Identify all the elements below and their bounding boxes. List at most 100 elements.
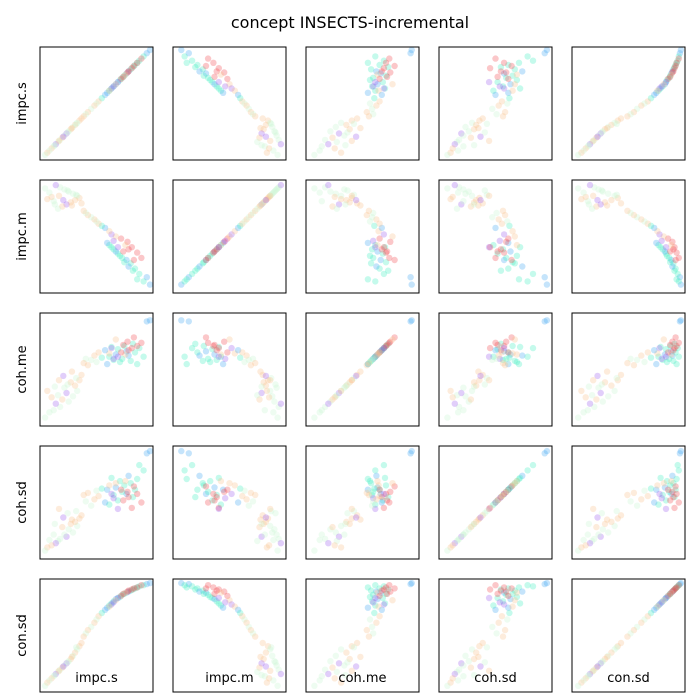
data-point [460, 186, 467, 193]
data-point [377, 490, 384, 498]
data-point [63, 130, 70, 137]
data-point [124, 488, 131, 495]
data-point [594, 514, 601, 521]
data-point [660, 480, 667, 487]
data-point [458, 130, 465, 137]
data-point [373, 619, 380, 626]
data-point [122, 71, 129, 78]
data-point [263, 387, 271, 395]
data-point [146, 317, 154, 324]
data-point [252, 207, 259, 214]
data-point [54, 537, 62, 545]
data-point [578, 679, 585, 686]
data-point [667, 590, 674, 597]
data-point [194, 61, 201, 69]
data-point [130, 585, 138, 592]
data-point [660, 597, 667, 604]
data-point [513, 589, 521, 596]
data-point [379, 346, 386, 353]
data-point [247, 489, 255, 497]
data-point [383, 73, 391, 81]
data-point [101, 347, 109, 354]
data-point [391, 585, 398, 592]
data-point [651, 606, 658, 613]
data-point [125, 68, 132, 75]
data-point [261, 531, 268, 538]
data-point [363, 362, 370, 369]
data-point [183, 59, 190, 66]
data-point [84, 489, 92, 497]
panel-frame [571, 46, 686, 161]
data-point [74, 192, 81, 199]
data-point [447, 195, 454, 203]
data-point [493, 355, 500, 362]
data-point [110, 356, 117, 364]
data-point [458, 389, 465, 397]
panel-frame [571, 445, 686, 560]
data-point [337, 522, 345, 530]
data-point [46, 409, 53, 416]
panel-background [439, 180, 552, 293]
data-point [376, 265, 383, 272]
data-point [498, 98, 506, 105]
data-point [211, 248, 218, 255]
data-point [366, 358, 374, 366]
data-point [134, 249, 141, 256]
data-point [91, 496, 98, 503]
data-point [672, 585, 679, 592]
data-point [585, 383, 593, 390]
data-point [74, 522, 81, 530]
panel-con.sd-vs-impc.s [39, 578, 154, 693]
data-point [470, 671, 478, 679]
data-point [257, 368, 264, 375]
data-point [524, 278, 531, 285]
data-point [370, 111, 377, 118]
data-point [207, 593, 214, 601]
data-point [505, 75, 512, 83]
panel-background [306, 446, 419, 559]
data-point [348, 643, 355, 650]
data-point [116, 76, 124, 84]
data-point [346, 199, 353, 206]
data-point [262, 196, 270, 204]
data-point [603, 516, 611, 523]
data-point [673, 249, 680, 256]
data-point [453, 537, 461, 545]
data-point [673, 490, 680, 498]
data-point [373, 263, 380, 270]
data-point [215, 244, 222, 251]
data-point [659, 356, 666, 364]
data-point [50, 143, 57, 150]
data-point [249, 209, 257, 217]
data-point [117, 592, 125, 600]
data-point [661, 484, 669, 491]
data-point [71, 518, 79, 525]
data-point [202, 585, 210, 592]
data-point [490, 87, 497, 94]
data-point [268, 120, 275, 128]
data-point [350, 507, 358, 515]
data-point [578, 149, 585, 156]
data-point [601, 199, 609, 206]
data-point [274, 151, 281, 159]
data-point [672, 62, 679, 70]
data-point [134, 584, 141, 591]
data-point [258, 520, 265, 528]
data-point [270, 189, 277, 196]
data-point [239, 98, 246, 105]
data-point [624, 359, 631, 367]
panel-background [572, 313, 685, 426]
data-point [318, 198, 325, 205]
data-point [578, 544, 585, 551]
data-point [267, 192, 274, 199]
data-point [376, 61, 383, 69]
data-point [110, 83, 117, 90]
data-point [617, 639, 625, 647]
data-point [500, 490, 508, 498]
data-point [490, 501, 497, 508]
data-point [226, 336, 233, 343]
data-point [41, 414, 49, 421]
data-point [202, 334, 210, 341]
data-point [505, 235, 512, 242]
data-point [511, 260, 518, 267]
